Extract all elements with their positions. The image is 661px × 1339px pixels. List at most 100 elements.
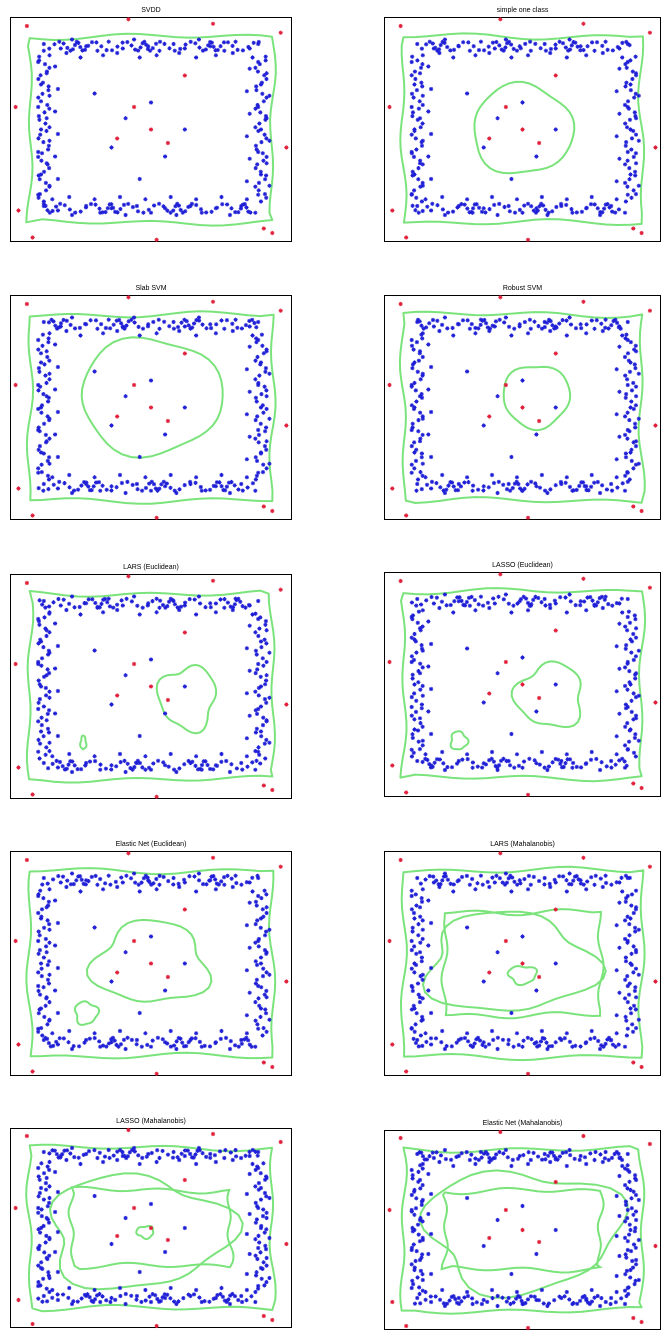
inlier-point (254, 977, 259, 982)
inlier-point (39, 1260, 44, 1265)
inlier-point (459, 202, 464, 207)
inlier-point (414, 1249, 419, 1254)
inlier-point (476, 48, 482, 53)
inlier-point (528, 882, 533, 887)
inlier-point (255, 69, 260, 74)
inlier-point (599, 321, 604, 326)
inlier-point (191, 1155, 196, 1160)
inlier-point (55, 765, 60, 770)
inlier-point (256, 1181, 261, 1186)
inlier-point (632, 95, 637, 100)
inlier-point (92, 754, 97, 759)
inlier-point (534, 761, 539, 766)
inlier-point (520, 210, 525, 215)
inlier-point (433, 1294, 438, 1299)
inlier-point (535, 208, 540, 213)
inlier-point (417, 1291, 422, 1297)
inlier-point (61, 1036, 66, 1041)
inlier-point (38, 384, 43, 389)
inlier-point (60, 1152, 65, 1157)
inlier-point (425, 757, 430, 763)
inlier-point (478, 39, 483, 44)
inlier-point (259, 1223, 264, 1229)
inlier-point (539, 600, 544, 605)
inlier-point (263, 114, 268, 119)
inlier-point (129, 599, 134, 604)
inlier-point (198, 601, 203, 606)
inlier-point (623, 1272, 628, 1277)
inlier-point (629, 892, 635, 897)
inlier-point (36, 1227, 41, 1232)
outlier-point (647, 308, 652, 313)
inlier-point (628, 450, 633, 455)
inlier-point (479, 1155, 484, 1160)
inlier-point (622, 210, 628, 215)
outlier-point (182, 907, 187, 912)
inlier-point (67, 1285, 72, 1291)
inlier-point (415, 728, 421, 733)
inlier-point (476, 487, 481, 492)
inlier-point (481, 1297, 486, 1303)
outlier-point (647, 30, 652, 35)
inlier-point (625, 1186, 630, 1191)
inlier-point (191, 1292, 197, 1297)
outlier-point (581, 576, 586, 581)
inlier-point (186, 1292, 191, 1297)
inlier-point (548, 487, 553, 492)
inlier-point (630, 1029, 636, 1034)
inlier-point (55, 131, 60, 137)
inlier-point (223, 1148, 228, 1153)
inlier-point (465, 752, 470, 757)
inlier-point (614, 475, 619, 480)
inlier-point (37, 177, 42, 182)
inlier-point (631, 466, 636, 471)
inlier-point (37, 933, 42, 938)
outlier-point (261, 1313, 266, 1319)
outlier-point (487, 414, 492, 419)
inlier-point (170, 1155, 176, 1160)
outlier-point (284, 1241, 289, 1247)
decision-boundary-outer (25, 32, 277, 227)
outlier-point (30, 1069, 35, 1074)
inlier-point (558, 595, 563, 600)
inlier-point (61, 317, 66, 323)
inlier-point (36, 195, 41, 200)
inlier-point (163, 432, 168, 437)
inlier-point (194, 475, 199, 480)
inlier-point (419, 959, 424, 964)
inlier-point (420, 432, 425, 437)
inlier-point (258, 1171, 263, 1176)
inlier-point (609, 1295, 614, 1301)
inlier-point (414, 903, 419, 908)
inlier-point (244, 1035, 249, 1040)
inlier-point (636, 1017, 641, 1022)
inlier-point (36, 76, 41, 82)
inlier-point (229, 762, 234, 767)
inlier-point (61, 1292, 66, 1297)
inlier-point (427, 321, 432, 326)
inlier-point (41, 481, 46, 487)
inlier-point (617, 621, 622, 626)
inlier-point (51, 600, 56, 605)
inlier-point (44, 440, 49, 445)
inlier-point (433, 45, 438, 50)
outlier-point (24, 1133, 29, 1139)
inlier-point (539, 194, 544, 200)
inlier-point (514, 48, 520, 53)
inlier-point (574, 873, 579, 879)
inlier-point (244, 923, 249, 928)
inlier-point (589, 875, 594, 880)
inlier-point (158, 1298, 163, 1304)
inlier-point (429, 1299, 434, 1305)
inlier-point (409, 966, 414, 971)
inlier-point (44, 944, 49, 949)
inlier-point (46, 1270, 51, 1275)
inlier-point (576, 877, 581, 882)
inlier-point (47, 630, 52, 635)
inlier-point (502, 320, 507, 325)
inlier-point (78, 889, 83, 894)
inlier-point (53, 154, 58, 159)
inlier-point (233, 1147, 238, 1153)
inlier-point (120, 40, 125, 45)
inlier-point (249, 1294, 254, 1299)
